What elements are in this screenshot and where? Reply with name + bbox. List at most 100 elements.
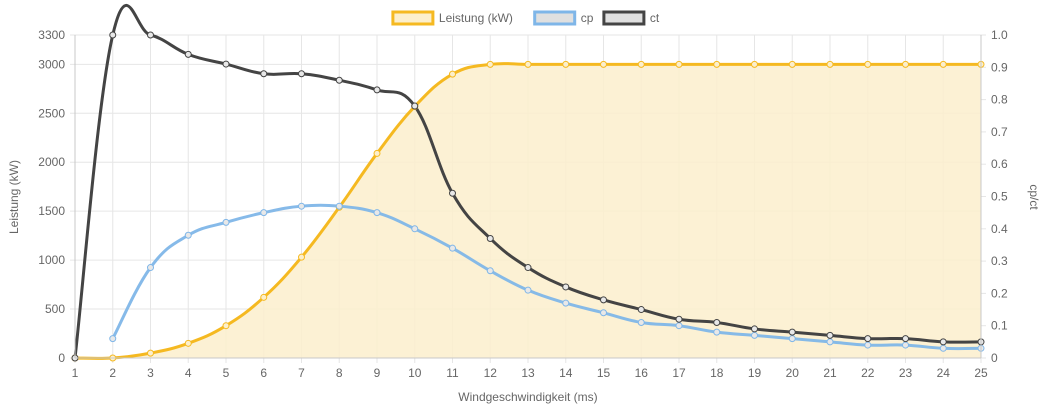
data-point-leistung-kw (751, 60, 758, 68)
data-point-leistung-kw (524, 60, 532, 68)
y2-tick-label: 0.1 (991, 319, 1008, 333)
legend-swatch-leistung-kw (391, 10, 435, 26)
data-point-cp (751, 331, 758, 339)
data-point-ct (298, 70, 305, 78)
x-tick-label: 20 (786, 366, 800, 380)
y-axis-title: Leistung (kW) (7, 160, 21, 234)
data-point-cp (222, 218, 230, 226)
data-point-ct (826, 331, 834, 339)
data-point-leistung-kw (562, 60, 570, 68)
data-point-leistung-kw (298, 253, 305, 261)
x-tick-label: 23 (899, 366, 913, 380)
x-tick-label: 15 (597, 366, 611, 380)
data-point-cp (260, 209, 268, 217)
axes: 1 2 3 4 5 6 7 8 9 10 11 12 13 14 15 16 17 18 19 20 21 22 23 24 2… (38, 28, 1008, 380)
x-axis-title: Windgeschwindigkeit (ms) (458, 390, 597, 404)
data-point-leistung-kw (675, 60, 683, 68)
legend-label-ct: ct (650, 11, 660, 25)
data-point-ct (902, 335, 909, 343)
x-tick-label: 18 (710, 366, 724, 380)
y2-tick-label: 0.9 (991, 60, 1008, 74)
y2-tick-label: 1.0 (991, 28, 1008, 42)
data-point-leistung-kw (600, 60, 607, 68)
data-point-cp (449, 244, 456, 252)
data-point-cp (335, 202, 343, 210)
data-point-ct (637, 306, 645, 314)
data-point-leistung-kw (184, 339, 192, 347)
data-point-cp (788, 335, 796, 343)
y2-axis-title: cp/ct (1027, 184, 1041, 210)
data-point-leistung-kw (826, 60, 834, 68)
data-point-cp (486, 267, 494, 275)
y-tick-label: 1500 (38, 204, 65, 218)
data-point-cp (147, 264, 154, 272)
data-point-cp (562, 299, 570, 307)
data-point-ct (411, 102, 419, 110)
data-point-cp (411, 225, 419, 233)
data-point-leistung-kw (939, 60, 947, 68)
x-tick-label: 14 (559, 366, 573, 380)
y-tick-label: 1000 (38, 253, 65, 267)
data-point-ct (222, 60, 230, 68)
data-point-leistung-kw (864, 60, 872, 68)
y2-tick-label: 0.3 (991, 254, 1008, 268)
data-point-cp (675, 322, 683, 330)
data-point-cp (939, 344, 947, 352)
data-point-cp (184, 231, 192, 239)
data-point-ct (864, 335, 872, 343)
data-point-ct (713, 318, 721, 326)
x-tick-label: 16 (635, 366, 649, 380)
series-line-ct (73, 3, 983, 360)
x-tick-label: 19 (748, 366, 762, 380)
data-point-ct (449, 189, 456, 197)
data-point-leistung-kw (260, 293, 268, 301)
legend-swatch-cp (533, 10, 577, 26)
x-tick-label: 4 (185, 366, 192, 380)
area-fill (75, 63, 981, 359)
x-tick-label: 2 (109, 366, 116, 380)
data-point-leistung-kw (222, 322, 230, 330)
y2-tick-label: 0.2 (991, 286, 1008, 300)
y2-tick-label: 0 (991, 351, 998, 365)
x-tick-label: 11 (446, 366, 459, 380)
y2-tick-label: 0.7 (991, 125, 1008, 139)
x-tick-label: 8 (336, 366, 343, 380)
data-point-cp (298, 202, 305, 210)
data-point-leistung-kw (788, 60, 796, 68)
data-point-cp (826, 338, 834, 346)
data-point-cp (637, 318, 645, 326)
data-point-ct (524, 264, 532, 272)
x-tick-label: 9 (374, 366, 381, 380)
data-point-ct (335, 76, 343, 84)
data-point-ct (562, 283, 570, 291)
x-tick-label: 17 (672, 366, 686, 380)
legend-swatch-ct (602, 10, 646, 26)
data-point-leistung-kw (147, 349, 154, 357)
legend-item-leistung-kw[interactable]: Leistung (kW) (391, 10, 513, 26)
data-point-cp (864, 341, 872, 349)
series-area-leistung-kw (75, 63, 981, 359)
legend-item-ct[interactable]: ct (602, 10, 660, 26)
y2-tick-label: 0.5 (991, 190, 1008, 204)
x-tick-label: 6 (260, 366, 267, 380)
y-tick-label: 2500 (38, 106, 65, 120)
data-point-leistung-kw (902, 60, 909, 68)
data-point-cp (524, 286, 532, 294)
legend[interactable]: Leistung (kW) cp ct (391, 10, 660, 26)
legend-item-cp[interactable]: cp (533, 10, 594, 26)
data-point-ct (184, 50, 192, 58)
data-point-cp (600, 309, 607, 317)
x-tick-label: 24 (937, 366, 951, 380)
data-point-ct (675, 315, 683, 323)
y-tick-label: 3300 (38, 28, 65, 42)
data-point-ct (751, 325, 758, 333)
x-tick-label: 5 (223, 366, 230, 380)
data-point-ct (109, 31, 117, 39)
x-tick-label: 1 (72, 366, 79, 380)
data-point-ct (486, 234, 494, 242)
y-tick-label: 3000 (38, 57, 65, 71)
x-tick-label: 7 (298, 366, 305, 380)
data-point-cp (373, 209, 381, 217)
data-point-ct (939, 338, 947, 346)
